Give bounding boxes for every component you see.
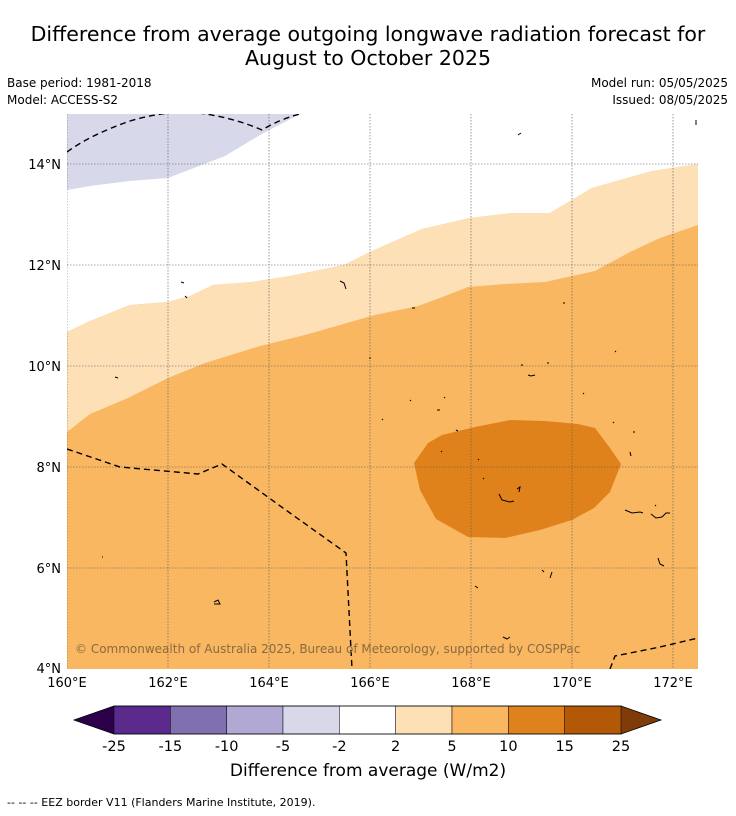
band-10-15 [414, 420, 621, 538]
band-neutral [67, 114, 698, 332]
lon-label: 166°E [350, 676, 390, 691]
gridlines [67, 114, 698, 669]
lon-label: 170°E [552, 676, 592, 691]
meta-right: Model run: 05/05/2025 Issued: 08/05/2025 [591, 75, 728, 109]
lon-label: 172°E [653, 676, 693, 691]
colorbar-label: Difference from average (W/m2) [229, 761, 507, 781]
band-2-5 [67, 164, 698, 432]
model-run: Model run: 05/05/2025 [590, 76, 728, 90]
copyright-text: © Commonwealth of Australia 2025, Bureau… [75, 642, 580, 656]
colorbar-cell [170, 705, 227, 735]
colorbar-cell [395, 705, 453, 735]
colorbar-cell [564, 705, 622, 735]
base-period: Base period: 1981-2018 [7, 76, 152, 90]
lat-label: 12°N [28, 259, 61, 274]
colorbar-cell [226, 705, 284, 735]
lat-label: 4°N [37, 662, 62, 677]
lon-label: 160°E [47, 676, 87, 691]
title-line-1: Difference from average outgoing longwav… [30, 22, 706, 46]
colorbar-tick-label: -10 [215, 739, 239, 755]
colorbar-cell [451, 705, 509, 735]
chart-title: Difference from average outgoing longwav… [0, 22, 736, 70]
colorbar: -25 -15 -10 -5 -2 2 5 10 15 25 [72, 705, 663, 755]
colorbar-tick-label: 2 [391, 739, 400, 755]
lon-label: 164°E [249, 676, 289, 691]
band-minus5-minus2 [67, 114, 300, 190]
lat-label: 6°N [37, 562, 62, 577]
colorbar-tick-label: -25 [102, 739, 126, 755]
lon-label: 162°E [148, 676, 188, 691]
colorbar-outline [72, 705, 663, 735]
colorbar-cell [339, 705, 396, 735]
lat-axis: 14°N 12°N 10°N 8°N 6°N 4°N [28, 158, 61, 677]
title-line-2: August to October 2025 [244, 46, 492, 70]
eez-borders [67, 114, 698, 669]
lat-label: 14°N [28, 158, 61, 173]
meta-left: Base period: 1981-2018 Model: ACCESS-S2 [7, 75, 152, 109]
colorbar-cell [113, 705, 171, 735]
map-area: © Commonwealth of Australia 2025, Bureau… [67, 114, 698, 669]
colorbar-over-arrow [621, 706, 661, 734]
colorbar-tick-label: 15 [555, 739, 573, 755]
colorbar-tick-label: -2 [332, 739, 346, 755]
islands [102, 120, 697, 640]
colorbar-tick-label: -5 [276, 739, 290, 755]
issued-date: Issued: 08/05/2025 [612, 93, 728, 107]
colorbar-tick-label: 25 [612, 739, 630, 755]
colorbar-tick-label: -15 [158, 739, 182, 755]
lon-axis: 160°E 162°E 164°E 166°E 168°E 170°E 172°… [47, 676, 693, 691]
colorbar-under-arrow [74, 706, 114, 734]
colorbar-tick-label: 5 [447, 739, 456, 755]
footnote: -- -- -- EEZ border V11 (Flanders Marine… [7, 796, 316, 809]
colorbar-cell [508, 705, 565, 735]
colorbar-cell [282, 705, 340, 735]
colorbar-tick-label: 10 [499, 739, 517, 755]
lat-label: 8°N [37, 461, 62, 476]
model-name: Model: ACCESS-S2 [7, 93, 119, 107]
lat-label: 10°N [28, 360, 61, 375]
lon-label: 168°E [451, 676, 491, 691]
